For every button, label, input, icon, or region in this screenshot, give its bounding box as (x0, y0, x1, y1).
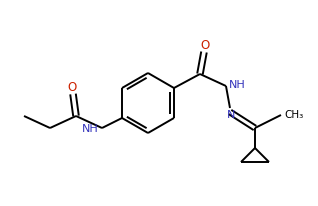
Text: N: N (227, 110, 235, 120)
Text: CH₃: CH₃ (284, 110, 303, 120)
Text: NH: NH (229, 80, 246, 90)
Text: O: O (67, 81, 77, 94)
Text: NH: NH (82, 124, 99, 134)
Text: O: O (200, 39, 210, 52)
